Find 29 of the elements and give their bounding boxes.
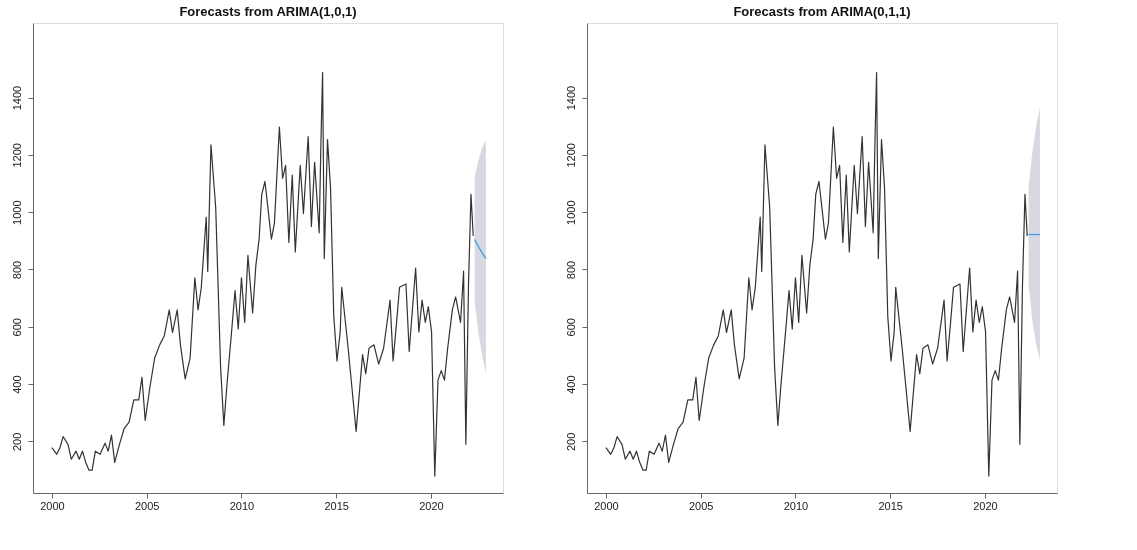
y-tick-label: 1000 (564, 200, 577, 225)
x-tick-label: 2000 (594, 499, 619, 512)
chart-title: Forecasts from ARIMA(1,0,1) (179, 4, 357, 19)
x-tick-label: 2010 (229, 499, 255, 512)
x-tick-label: 2020 (419, 499, 444, 512)
y-tick-label: 1000 (10, 200, 23, 225)
y-tick-label: 1400 (564, 85, 577, 111)
y-tick-label: 200 (564, 432, 577, 452)
y-tick-label: 800 (10, 260, 23, 280)
y-tick-label: 800 (564, 260, 577, 280)
line-series (51, 71, 474, 477)
line-series (473, 238, 487, 260)
line-series (605, 71, 1028, 477)
x-tick-label: 2000 (40, 499, 65, 512)
y-tick-label: 200 (10, 432, 23, 452)
x-tick-label: 2015 (324, 499, 349, 512)
y-tick-label: 600 (564, 318, 577, 337)
x-tick-label: 2005 (688, 499, 714, 512)
y-tick-label: 1200 (564, 143, 577, 168)
y-tick-label: 600 (10, 318, 23, 337)
x-tick-label: 2010 (783, 499, 809, 512)
y-tick-label: 1400 (10, 85, 23, 111)
x-tick-label: 2020 (973, 499, 998, 512)
y-tick-label: 400 (10, 375, 23, 394)
x-tick-label: 2005 (134, 499, 160, 512)
y-tick-label: 400 (564, 375, 577, 394)
x-tick-label: 2015 (878, 499, 903, 512)
chart-title: Forecasts from ARIMA(0,1,1) (733, 4, 911, 19)
y-tick-label: 1200 (10, 143, 23, 168)
